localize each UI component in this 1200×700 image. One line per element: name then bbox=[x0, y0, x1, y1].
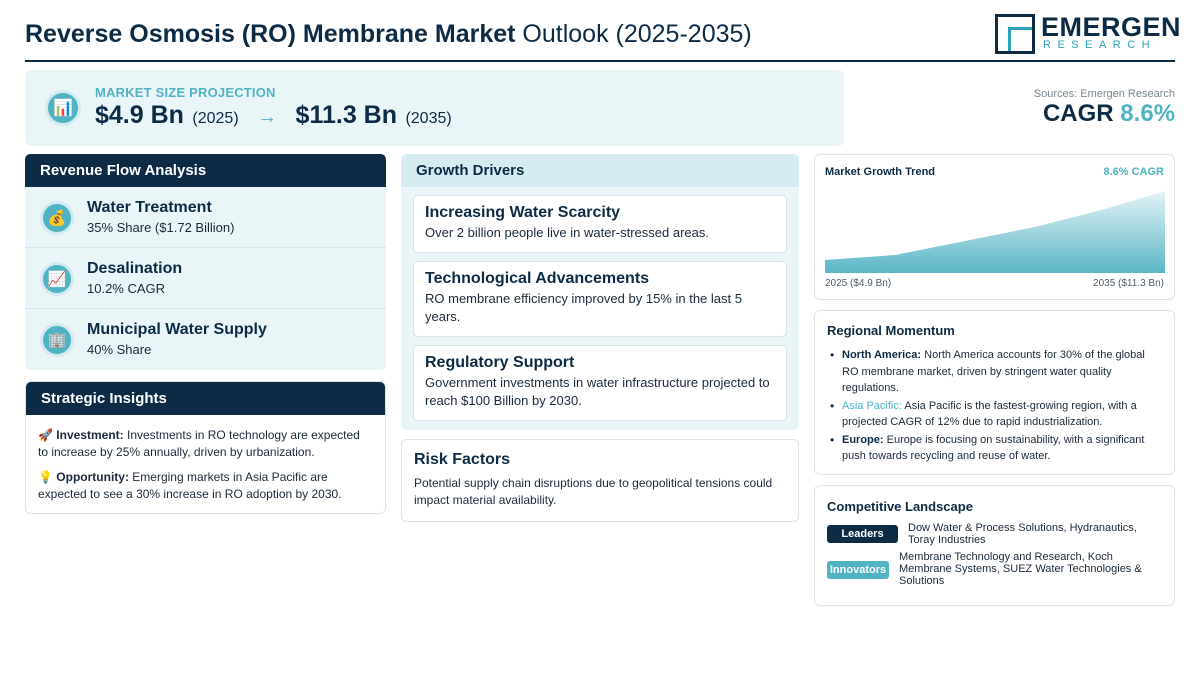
office-building-icon: 🏢 bbox=[40, 323, 74, 357]
emergen-research-logo: EMERGEN RESEARCH bbox=[995, 12, 1181, 56]
region-text: Europe is focusing on sustainability, wi… bbox=[842, 433, 1145, 463]
insight-text: Investments in RO technology are expecte… bbox=[38, 428, 360, 459]
innovators-badge: Innovators bbox=[827, 561, 889, 579]
money-bag-icon: 💰 bbox=[40, 201, 74, 235]
revenue-flow-panel: Revenue Flow Analysis 💰 Water Treatment … bbox=[25, 154, 386, 370]
region-name: North America: bbox=[842, 349, 922, 361]
trend-start-label: 2025 ($4.9 Bn) bbox=[825, 278, 892, 289]
region-item-europe: Europe: Europe is focusing on sustainabi… bbox=[827, 432, 1162, 465]
projection-end-value: $11.3 Bn bbox=[295, 101, 397, 129]
revenue-item-desalination: 📈 Desalination 10.2% CAGR bbox=[25, 248, 386, 309]
revenue-item-water-treatment: 💰 Water Treatment 35% Share ($1.72 Billi… bbox=[25, 187, 386, 248]
rocket-icon: 🚀 bbox=[38, 428, 53, 442]
page-title-bold: Reverse Osmosis (RO) Membrane Market bbox=[25, 20, 516, 48]
growth-trend-area-chart bbox=[825, 191, 1165, 273]
innovators-text: Membrane Technology and Research, Koch M… bbox=[899, 551, 1142, 587]
region-text: North America accounts for 30% of the gl… bbox=[842, 349, 1145, 394]
leaders-badge: Leaders bbox=[827, 525, 898, 543]
driver-title: Regulatory Support bbox=[425, 354, 575, 371]
region-name: Europe: bbox=[842, 433, 884, 446]
insight-investment: 🚀 Investment: Investments in RO technolo… bbox=[38, 427, 373, 461]
page-title: Reverse Osmosis (RO) Membrane Market Out… bbox=[25, 20, 752, 49]
competitive-row-innovators: Innovators Membrane Technology and Resea… bbox=[827, 551, 1167, 598]
cagr-summary: CAGR 8.6% bbox=[1043, 100, 1175, 128]
revenue-item-municipal-water-supply: 🏢 Municipal Water Supply 40% Share bbox=[25, 309, 386, 370]
logo-mark-icon bbox=[995, 14, 1035, 54]
bar-chart-icon: 📊 bbox=[45, 90, 81, 126]
lightbulb-icon: 💡 bbox=[38, 470, 53, 484]
competitive-landscape-panel: Competitive Landscape Leaders Dow Water … bbox=[814, 485, 1175, 606]
driver-card-tech-advancements: Technological Advancements RO membrane e… bbox=[413, 261, 787, 337]
sources-note: Sources: Emergen Research bbox=[1033, 88, 1175, 100]
regional-momentum-panel: Regional Momentum North America: North A… bbox=[814, 310, 1175, 475]
driver-card-water-scarcity: Increasing Water Scarcity Over 2 billion… bbox=[413, 195, 787, 253]
trend-title: Market Growth Trend bbox=[825, 166, 936, 178]
insight-label: Opportunity: bbox=[56, 470, 129, 484]
revenue-item-title: Desalination bbox=[87, 260, 183, 277]
insight-text: Emerging markets in Asia Pacific are exp… bbox=[38, 470, 342, 501]
logo-subtitle: RESEARCH bbox=[1043, 39, 1157, 51]
growth-trend-area bbox=[825, 191, 1165, 273]
risk-factors-panel: Risk Factors Potential supply chain disr… bbox=[401, 439, 799, 522]
page-header: Reverse Osmosis (RO) Membrane Market Out… bbox=[25, 12, 1181, 62]
leaders-text: Dow Water & Process Solutions, Hydranaut… bbox=[908, 522, 1137, 546]
risk-factors-text: Potential supply chain disruptions due t… bbox=[414, 476, 773, 507]
market-growth-trend-panel: Market Growth Trend 8.6% CAGR 2025 ($4.9… bbox=[814, 154, 1175, 300]
strategic-insights-title: Strategic Insights bbox=[26, 382, 385, 415]
insight-opportunity: 💡 Opportunity: Emerging markets in Asia … bbox=[38, 469, 373, 503]
region-text: Asia Pacific is the fastest-growing regi… bbox=[842, 399, 1137, 429]
cagr-value: 8.6% bbox=[1120, 100, 1175, 127]
page-title-rest: Outlook (2025-2035) bbox=[522, 20, 752, 48]
strategic-insights-panel: Strategic Insights 🚀 Investment: Investm… bbox=[25, 381, 386, 514]
cagr-label: CAGR bbox=[1042, 100, 1114, 127]
projection-values: $4.9 Bn (2025) → $11.3 Bn (2035) bbox=[95, 101, 452, 130]
trend-end-label: 2035 ($11.3 Bn) bbox=[1093, 278, 1164, 289]
revenue-item-sub: 35% Share ($1.72 Billion) bbox=[87, 220, 235, 235]
revenue-item-sub: 40% Share bbox=[87, 342, 152, 357]
driver-card-regulatory-support: Regulatory Support Government investment… bbox=[413, 345, 787, 421]
regional-list: North America: North America accounts fo… bbox=[827, 347, 1162, 465]
insight-label: Investment: bbox=[56, 428, 124, 442]
logo-name: EMERGEN bbox=[1041, 12, 1182, 42]
growth-drivers-panel: Growth Drivers Increasing Water Scarcity… bbox=[401, 154, 799, 430]
revenue-item-title: Water Treatment bbox=[87, 199, 212, 216]
market-size-projection: 📊 MARKET SIZE PROJECTION $4.9 Bn (2025) … bbox=[25, 70, 844, 146]
trend-cagr: 8.6% CAGR bbox=[1103, 166, 1164, 178]
region-name: Asia Pacific: bbox=[842, 399, 902, 412]
driver-title: Increasing Water Scarcity bbox=[425, 204, 621, 221]
competitive-landscape-title: Competitive Landscape bbox=[827, 499, 973, 514]
driver-text: RO membrane efficiency improved by 15% i… bbox=[425, 291, 742, 324]
trending-up-icon: 📈 bbox=[40, 262, 74, 296]
projection-start-year: (2025) bbox=[192, 110, 239, 127]
projection-end-year: (2035) bbox=[405, 110, 452, 127]
projection-label: MARKET SIZE PROJECTION bbox=[95, 85, 276, 100]
competitive-row-leaders: Leaders Dow Water & Process Solutions, H… bbox=[827, 522, 1167, 550]
regional-momentum-title: Regional Momentum bbox=[827, 323, 955, 338]
revenue-item-title: Municipal Water Supply bbox=[87, 321, 267, 338]
region-item-north-america: North America: North America accounts fo… bbox=[827, 347, 1162, 397]
driver-text: Government investments in water infrastr… bbox=[425, 375, 770, 408]
arrow-right-icon: → bbox=[257, 106, 278, 128]
revenue-flow-title: Revenue Flow Analysis bbox=[25, 154, 386, 187]
driver-text: Over 2 billion people live in water-stre… bbox=[425, 225, 709, 240]
revenue-item-sub: 10.2% CAGR bbox=[87, 281, 166, 296]
growth-drivers-title: Growth Drivers bbox=[401, 154, 799, 187]
driver-title: Technological Advancements bbox=[425, 270, 650, 287]
risk-factors-title: Risk Factors bbox=[414, 451, 511, 468]
projection-start-value: $4.9 Bn bbox=[95, 101, 184, 129]
region-item-asia-pacific: Asia Pacific: Asia Pacific is the fastes… bbox=[827, 398, 1162, 431]
